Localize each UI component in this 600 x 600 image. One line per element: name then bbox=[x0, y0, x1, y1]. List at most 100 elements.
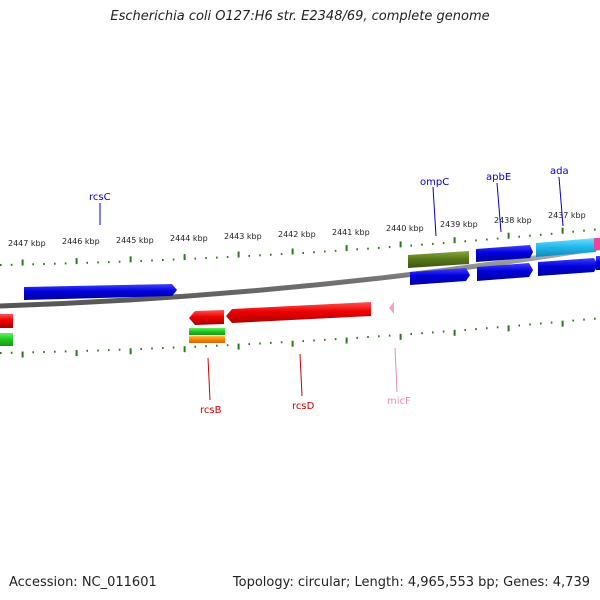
gene-label-apbE[interactable]: apbE bbox=[486, 172, 511, 183]
major-tick bbox=[399, 333, 402, 340]
minor-tick bbox=[302, 340, 304, 343]
tick-label: 2446 kbp bbox=[62, 237, 100, 246]
major-tick bbox=[237, 343, 240, 350]
minor-tick bbox=[583, 229, 585, 232]
gene-edge-green[interactable] bbox=[0, 333, 13, 346]
minor-tick bbox=[172, 346, 175, 349]
gene-rcsB-orange-segment[interactable] bbox=[189, 336, 225, 343]
tick-label: 2443 kbp bbox=[224, 232, 262, 241]
tick-label: 2437 kbp bbox=[548, 211, 586, 220]
minor-tick bbox=[205, 257, 207, 260]
minor-tick bbox=[356, 336, 358, 339]
major-tick bbox=[75, 350, 78, 357]
gene-label-ada[interactable]: ada bbox=[550, 166, 569, 177]
gene-ada-arrow[interactable] bbox=[536, 238, 596, 257]
minor-tick bbox=[594, 228, 596, 231]
minor-tick bbox=[118, 260, 121, 263]
tick-label: 2438 kbp bbox=[494, 216, 532, 225]
minor-tick bbox=[151, 347, 153, 350]
minor-tick bbox=[410, 333, 412, 335]
ompC-leader bbox=[432, 186, 437, 237]
major-tick bbox=[399, 241, 402, 248]
gene-label-rcsD[interactable]: rcsD bbox=[292, 401, 315, 412]
gene-label-rcsB[interactable]: rcsB bbox=[200, 405, 222, 416]
gene-apbE-arrow[interactable] bbox=[476, 245, 533, 262]
minor-tick bbox=[32, 263, 34, 266]
major-tick bbox=[345, 337, 348, 344]
minor-tick bbox=[280, 341, 283, 344]
major-tick bbox=[453, 237, 456, 244]
minor-tick bbox=[162, 259, 164, 261]
minor-tick bbox=[388, 246, 391, 249]
minor-tick bbox=[64, 262, 67, 265]
major-tick bbox=[129, 348, 132, 355]
gene-rcsC-arrow[interactable] bbox=[24, 284, 177, 300]
gene-edge-pink[interactable] bbox=[594, 238, 600, 250]
minor-tick bbox=[172, 258, 175, 261]
genome-backbone bbox=[0, 245, 600, 309]
gene-ada-cds-arrow[interactable] bbox=[538, 258, 598, 276]
minor-tick bbox=[86, 349, 88, 352]
gene-rcsD-arrow[interactable] bbox=[226, 302, 371, 323]
gene-label-micF[interactable]: micF bbox=[387, 396, 411, 407]
minor-tick bbox=[280, 253, 283, 256]
minor-tick bbox=[324, 250, 326, 253]
major-tick bbox=[345, 245, 348, 252]
gene-label-ompC[interactable]: ompC bbox=[420, 177, 449, 188]
minor-tick bbox=[432, 331, 434, 334]
minor-tick bbox=[226, 256, 229, 258]
minor-tick bbox=[10, 263, 13, 266]
minor-tick bbox=[486, 238, 488, 241]
gene-rcsB-green-segment[interactable] bbox=[189, 328, 225, 335]
minor-tick bbox=[486, 327, 488, 330]
gene-edge-blue[interactable] bbox=[596, 256, 600, 270]
gene-micF-arrow[interactable] bbox=[389, 302, 394, 314]
minor-tick bbox=[10, 351, 13, 354]
minor-tick bbox=[518, 235, 520, 238]
gene-label-rcsC[interactable]: rcsC bbox=[89, 192, 111, 203]
minor-tick bbox=[442, 242, 445, 245]
minor-tick bbox=[194, 257, 196, 260]
minor-tick bbox=[216, 344, 218, 347]
minor-tick bbox=[367, 336, 369, 338]
minor-tick bbox=[496, 326, 499, 329]
gene-rcsB-arrow[interactable] bbox=[189, 310, 224, 325]
gene-apbE-cds-arrow[interactable] bbox=[477, 263, 533, 281]
tick-label: 2442 kbp bbox=[278, 230, 316, 239]
minor-tick bbox=[54, 262, 56, 265]
minor-tick bbox=[140, 259, 142, 262]
major-tick bbox=[507, 232, 510, 239]
major-tick bbox=[129, 256, 132, 263]
minor-tick bbox=[43, 351, 45, 353]
genome-title: Escherichia coli O127:H6 str. E2348/69, … bbox=[110, 9, 490, 24]
ada-leader bbox=[558, 176, 564, 227]
gene-ompC-cds-arrow[interactable] bbox=[410, 268, 470, 285]
minor-tick bbox=[226, 344, 229, 347]
major-tick bbox=[507, 325, 510, 332]
apbE-leader bbox=[496, 182, 502, 233]
minor-tick bbox=[259, 342, 261, 345]
minor-tick bbox=[594, 317, 596, 320]
minor-tick bbox=[108, 349, 110, 352]
rcsB-leader bbox=[207, 357, 211, 401]
tick-label: 2440 kbp bbox=[386, 224, 424, 233]
gene-edge-red[interactable] bbox=[0, 314, 13, 328]
minor-tick bbox=[475, 328, 477, 331]
minor-tick bbox=[43, 263, 45, 265]
gene-ompC-arrow[interactable] bbox=[408, 251, 469, 268]
minor-tick bbox=[496, 237, 499, 240]
minor-tick bbox=[518, 324, 520, 327]
tick-label: 2444 kbp bbox=[170, 234, 208, 243]
top-tick-row bbox=[0, 227, 596, 266]
minor-tick bbox=[378, 335, 380, 338]
minor-tick bbox=[313, 339, 315, 342]
major-tick bbox=[21, 351, 24, 358]
minor-tick bbox=[388, 334, 391, 337]
minor-tick bbox=[529, 323, 531, 326]
accession-text: Accession: NC_011601 bbox=[9, 575, 157, 590]
minor-tick bbox=[442, 330, 445, 333]
minor-tick bbox=[367, 247, 369, 250]
minor-tick bbox=[550, 232, 553, 235]
minor-tick bbox=[259, 254, 261, 257]
minor-tick bbox=[162, 347, 164, 350]
